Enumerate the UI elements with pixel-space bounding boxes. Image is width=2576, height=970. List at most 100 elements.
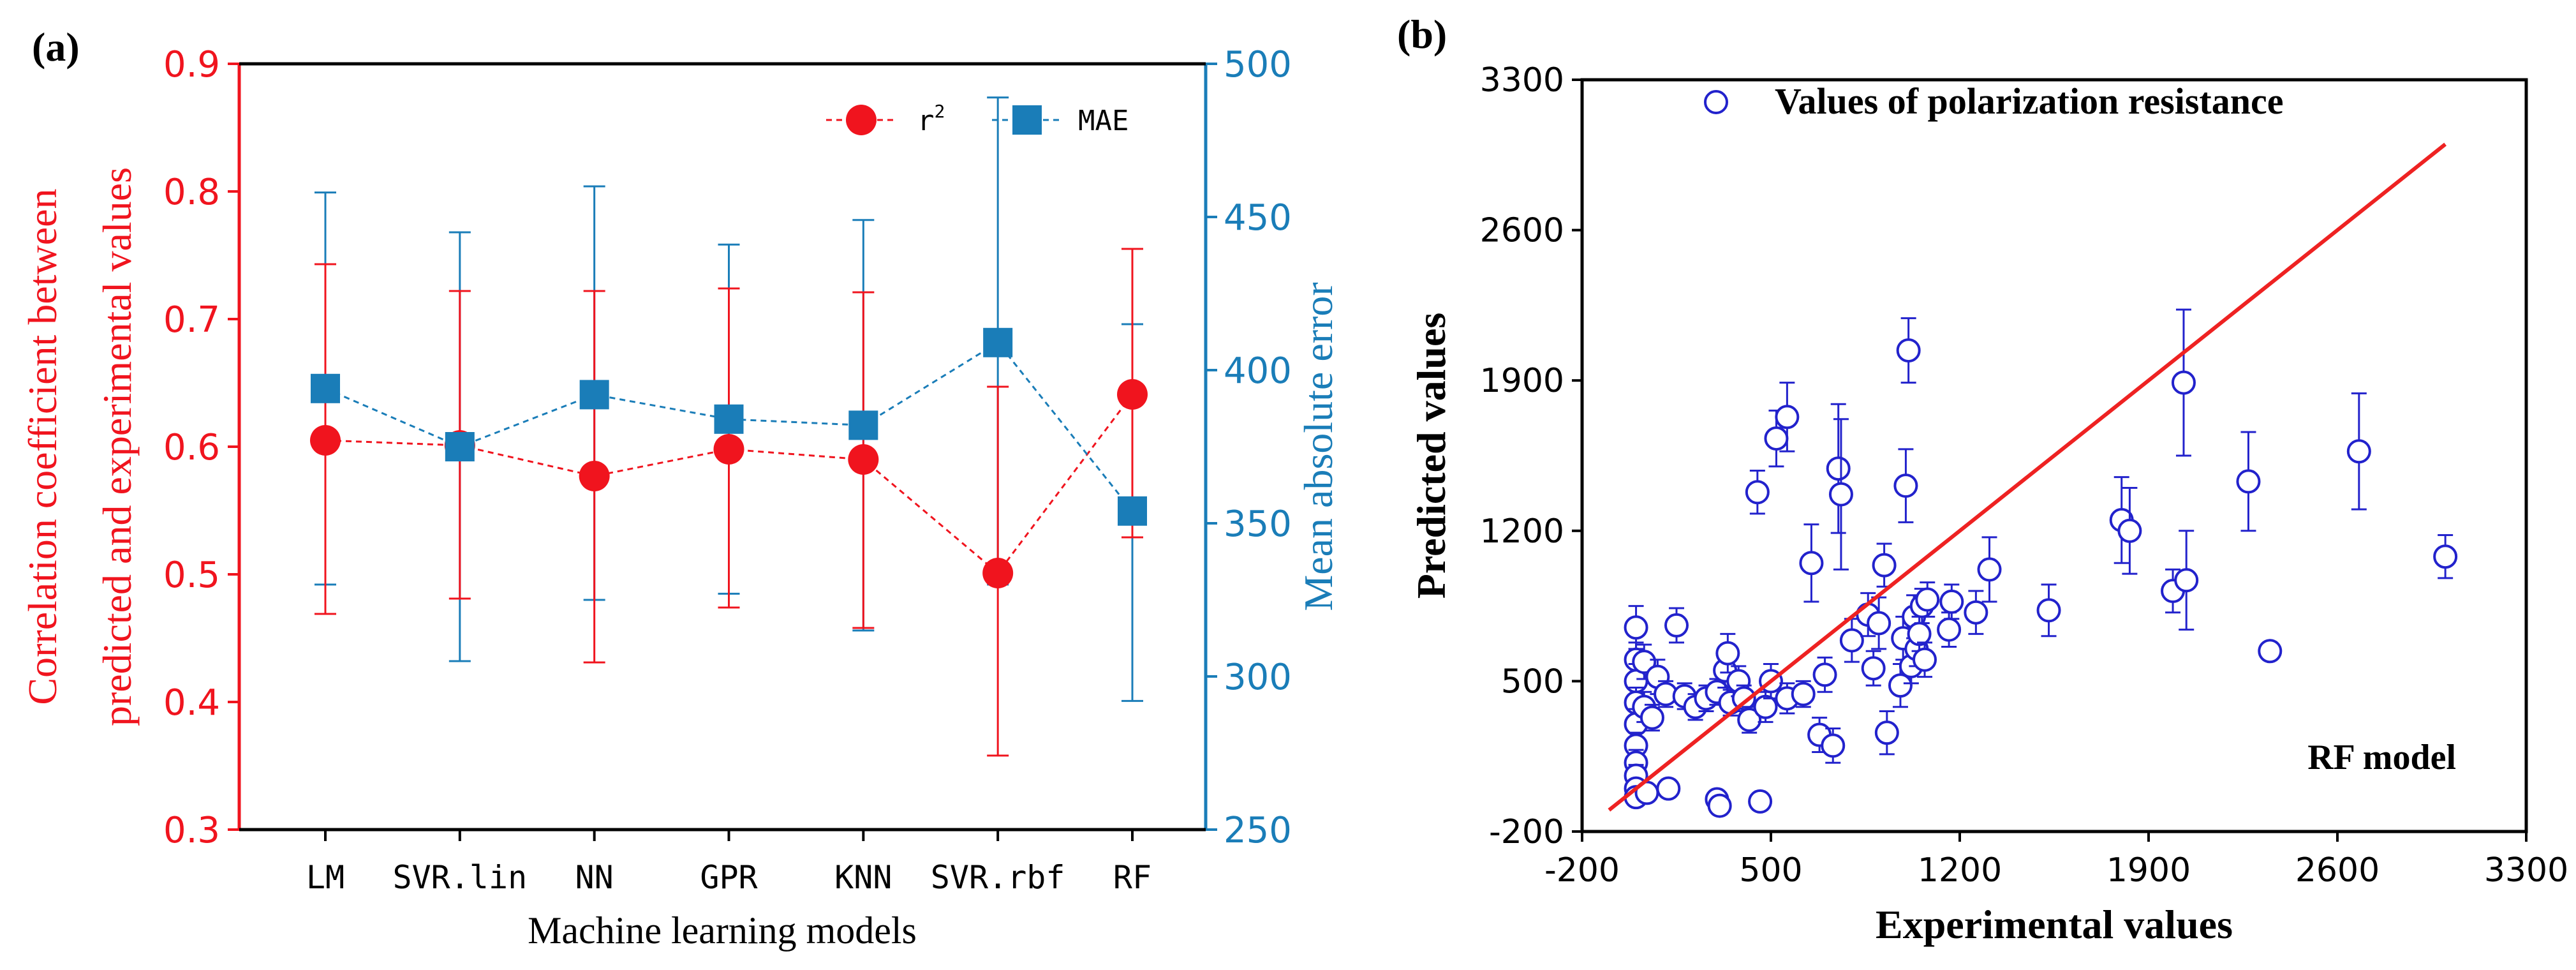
scatter-point-23 xyxy=(1707,793,1732,818)
scatter-point-60 xyxy=(1915,581,1940,618)
panel-a-label: (a) xyxy=(32,24,80,70)
y-tick-label-1: 500 xyxy=(1501,662,1564,701)
scatter-point-41 xyxy=(1821,727,1846,764)
scatter-point-71 xyxy=(2236,431,2261,532)
panel-a: (a) 0.3 0.4 0.5 0.6 0.7 0.8 0.9 250 300 350 400 45… xyxy=(20,24,1341,951)
scatter-point-53 xyxy=(1896,317,1921,384)
left-tick-label-6: 0.9 xyxy=(163,44,220,86)
r2-point-RF xyxy=(1117,379,1148,410)
x-tick-label-4: 2600 xyxy=(2295,851,2380,890)
x-category-ticks: LM SVR.lin NN GPR KNN SVR.rbf RF xyxy=(306,830,1151,896)
scatter-point-13 xyxy=(1640,703,1664,732)
scatter-point-25 xyxy=(1715,632,1740,674)
legend-r2-marker xyxy=(846,105,877,135)
scatter-point-30 xyxy=(1745,470,1770,515)
mae-point-NN xyxy=(579,380,609,410)
legend-r2-label: r2 xyxy=(917,101,945,137)
x-tick-label-NN: NN xyxy=(575,859,614,896)
scatter-point-67 xyxy=(2117,486,2142,575)
scatter-point-32 xyxy=(1753,690,1778,723)
fit-line xyxy=(1608,142,2447,812)
scatter-point-63 xyxy=(1964,590,1988,635)
x-axis-title: Experimental values xyxy=(1876,902,2233,947)
x-tick-label-5: 3300 xyxy=(2484,851,2568,890)
scatter-point-52 xyxy=(1893,448,1918,523)
legend: r2 MAE xyxy=(826,101,1129,137)
panel-b-label: (b) xyxy=(1397,11,1447,57)
scatter-point-29 xyxy=(1737,706,1762,734)
legend-label: Values of polarization resistance xyxy=(1775,80,2283,122)
x-ticks: -200 500 1200 1900 2600 3300 xyxy=(1544,832,2568,890)
right-tick-label-5: 500 xyxy=(1224,44,1292,86)
plot-frame xyxy=(1580,78,2528,833)
mae-point-KNN xyxy=(848,410,878,440)
scatter-point-64 xyxy=(1977,536,2002,603)
scatter-point-69 xyxy=(2171,308,2196,457)
right-tick-label-0: 250 xyxy=(1224,810,1292,851)
x-tick-label-2: 1200 xyxy=(1918,851,2002,890)
scatter-point-59 xyxy=(1913,641,1937,678)
left-tick-label-5: 0.8 xyxy=(163,172,220,213)
scatter-point-61 xyxy=(1937,611,1962,648)
left-y-axis-title-line1: Correlation coefficient between xyxy=(20,188,65,705)
mae-point-GPR xyxy=(714,404,744,434)
scatter-point-10 xyxy=(1632,643,1657,680)
mae-point-RF xyxy=(1118,496,1147,526)
x-tick-label-SVR.rbf: SVR.rbf xyxy=(931,859,1065,896)
x-tick-label-GPR: GPR xyxy=(700,859,758,896)
left-tick-label-2: 0.5 xyxy=(163,555,220,596)
legend-mae-marker xyxy=(1012,105,1042,135)
scatter-point-49 xyxy=(1874,710,1899,756)
left-tick-label-0: 0.3 xyxy=(163,810,220,851)
x-tick-label-RF: RF xyxy=(1113,859,1151,896)
panel-b: (b) -200 500 1200 1900 2600 3300 -200 500 1200 1… xyxy=(1397,11,2568,947)
r2-point-LM xyxy=(310,425,341,456)
left-tick-label-4: 0.7 xyxy=(163,299,220,341)
x-axis-title: Machine learning models xyxy=(528,909,917,951)
scatter-point-40 xyxy=(1812,656,1837,693)
scatter-point-38 xyxy=(1799,523,1824,603)
x-tick-label-SVR.lin: SVR.lin xyxy=(392,859,527,896)
y-axis-title: Predicted values xyxy=(1409,313,1454,599)
legend-marker xyxy=(1704,90,1728,114)
scatter-point-31 xyxy=(1748,789,1773,814)
right-tick-label-2: 350 xyxy=(1224,504,1292,545)
left-tick-label-1: 0.4 xyxy=(163,682,220,724)
scatter-point-46 xyxy=(1861,650,1886,687)
scatter-point-74 xyxy=(2433,534,2458,579)
scatter-points xyxy=(1624,308,2458,818)
scatter-point-16 xyxy=(1656,776,1681,801)
scatter-point-62 xyxy=(1939,583,1964,620)
scatter-point-65 xyxy=(2036,583,2061,638)
x-tick-label-0: -200 xyxy=(1544,851,1620,890)
scatter-point-44 xyxy=(1839,618,1864,663)
right-tick-label-4: 450 xyxy=(1224,197,1292,239)
scatter-point-17 xyxy=(1664,607,1689,644)
x-tick-label-3: 1900 xyxy=(2106,851,2191,890)
r2-error-bars xyxy=(315,248,1143,757)
scatter-point-70 xyxy=(2174,530,2199,631)
y-tick-label-4: 2600 xyxy=(1480,212,1564,250)
r2-point-NN xyxy=(579,461,610,491)
r2-point-GPR xyxy=(713,434,744,465)
right-y-axis-title: Mean absolute error xyxy=(1296,282,1341,611)
r2-point-KNN xyxy=(848,444,879,475)
left-tick-label-3: 0.6 xyxy=(163,427,220,468)
scatter-point-72 xyxy=(2258,639,2283,664)
series-markers xyxy=(310,327,1148,588)
scatter-point-37 xyxy=(1791,680,1816,708)
mae-point-SVR.lin xyxy=(445,432,475,461)
x-tick-label-LM: LM xyxy=(306,859,344,896)
legend-mae-label: MAE xyxy=(1078,105,1129,137)
left-y-ticks: 0.3 0.4 0.5 0.6 0.7 0.8 0.9 xyxy=(163,44,239,851)
r2-point-SVR.rbf xyxy=(982,558,1014,588)
y-tick-label-2: 1200 xyxy=(1480,512,1564,551)
y-tick-label-0: -200 xyxy=(1489,813,1564,851)
scatter-point-48 xyxy=(1872,542,1897,588)
scatter-point-35 xyxy=(1775,382,1800,452)
right-y-ticks: 250 300 350 400 450 500 xyxy=(1206,44,1292,851)
right-tick-label-1: 300 xyxy=(1224,657,1292,698)
y-tick-label-3: 1900 xyxy=(1480,362,1564,400)
x-tick-label-KNN: KNN xyxy=(834,859,892,896)
scatter-point-42 xyxy=(1826,403,1851,534)
